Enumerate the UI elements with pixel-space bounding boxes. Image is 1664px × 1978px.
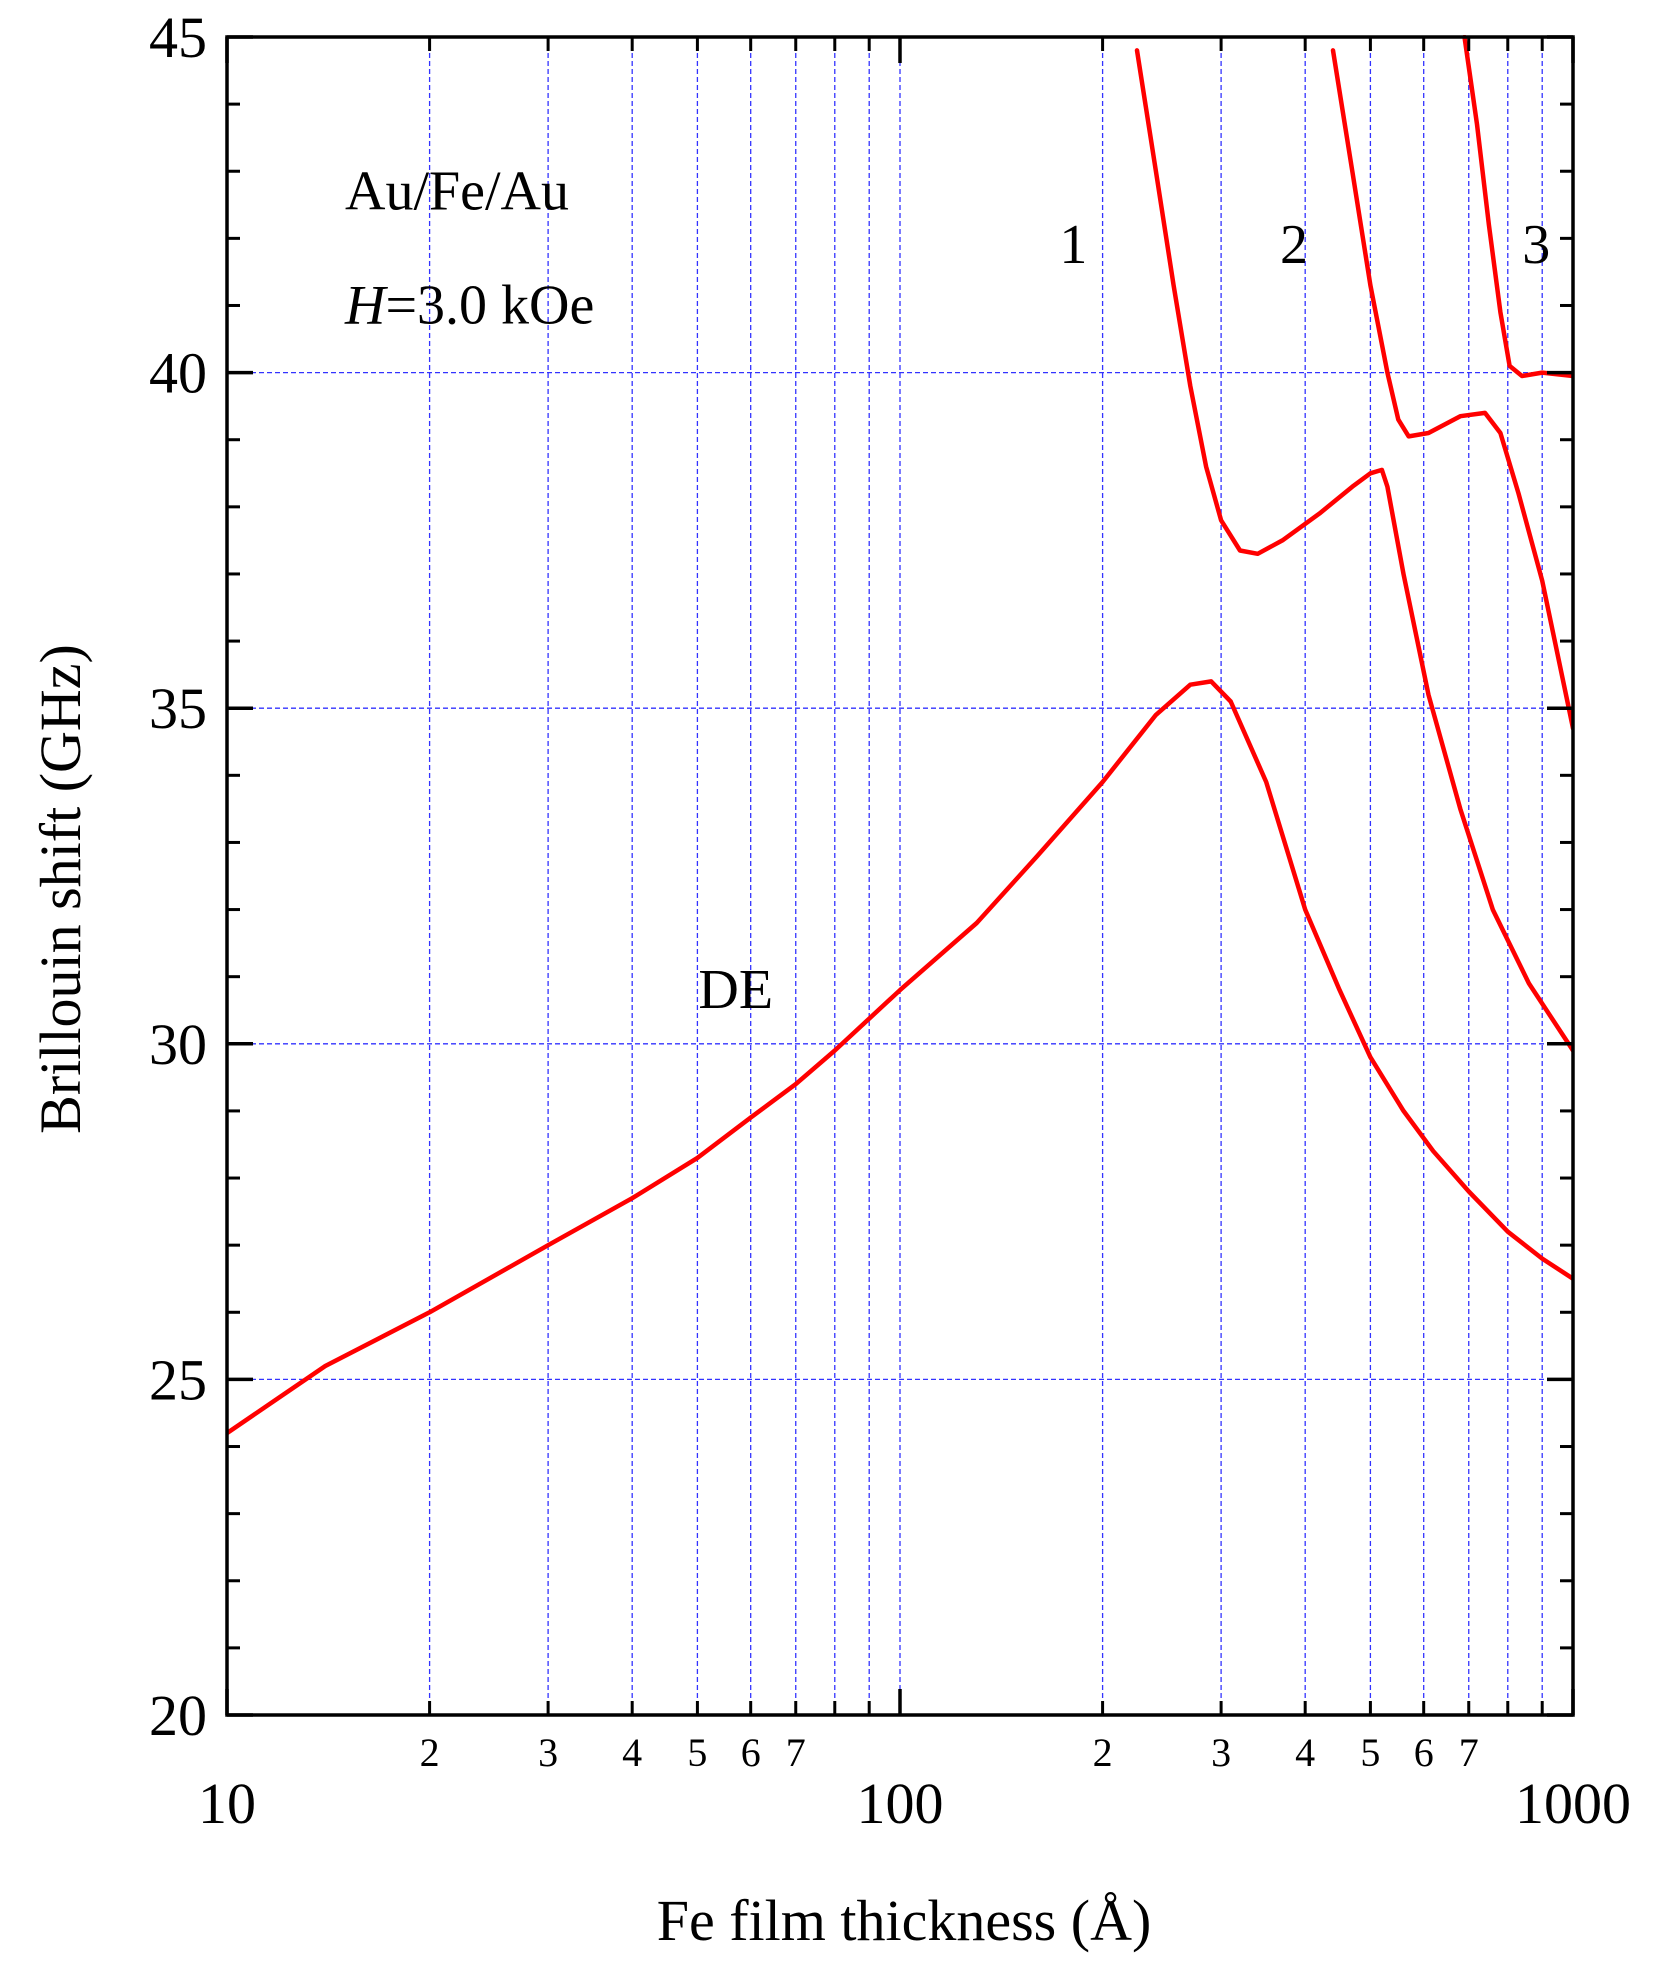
annotation-text: 3: [1522, 214, 1550, 276]
x-major-tick-label: 1000: [1515, 1771, 1631, 1836]
annotation-label: 3: [1522, 214, 1550, 276]
x-minor-tick-label: 6: [741, 1730, 761, 1775]
x-minor-tick-label: 4: [1295, 1730, 1315, 1775]
x-minor-tick-label: 5: [1360, 1730, 1380, 1775]
annotation-text: =3.0 kOe: [385, 274, 594, 336]
y-tick-label: 25: [149, 1347, 207, 1412]
annotation-text: DE: [698, 959, 773, 1021]
annotation-text: H: [344, 274, 388, 336]
grid-layer: [227, 37, 1573, 1715]
x-minor-tick-label: 3: [538, 1730, 558, 1775]
x-major-tick-label: 100: [857, 1771, 944, 1836]
x-minor-tick-label: 4: [622, 1730, 642, 1775]
axes-layer: [225, 35, 1575, 1717]
x-axis-title: Fe film thickness (Å): [657, 1888, 1152, 1953]
series-line-2: [1134, 48, 1573, 1053]
x-minor-tick-label: 3: [1211, 1730, 1231, 1775]
x-minor-tick-label: 6: [1414, 1730, 1434, 1775]
series-line-3: [1330, 48, 1573, 731]
x-minor-tick-label: 7: [786, 1730, 806, 1775]
annotation-label: H=3.0 kOe: [344, 274, 594, 336]
y-tick-label: 30: [149, 1012, 207, 1077]
y-tick-label: 45: [149, 5, 207, 70]
annotation-label: 1: [1059, 214, 1087, 276]
annotations-layer: Au/Fe/Au H=3.0 kOe 1 2 3 DE: [344, 160, 1550, 1021]
series-layer: [227, 35, 1573, 1436]
x-minor-tick-label: 2: [420, 1730, 440, 1775]
y-tick-label: 20: [149, 1683, 207, 1748]
x-minor-tick-label: 5: [687, 1730, 707, 1775]
annotation-label: 2: [1280, 214, 1308, 276]
series-line-1: [227, 679, 1573, 1436]
annotation-text: Au/Fe/Au: [345, 160, 569, 222]
x-minor-tick-label: 7: [1459, 1730, 1479, 1775]
x-minor-tick-label: 2: [1093, 1730, 1113, 1775]
annotation-label: DE: [698, 959, 773, 1021]
y-axis-title: Brillouin shift (GHz): [28, 644, 93, 1134]
annotation-text: 2: [1280, 214, 1308, 276]
y-tick-label: 35: [149, 676, 207, 741]
series-line-4: [1462, 35, 1573, 379]
annotation-label: Au/Fe/Au: [345, 160, 569, 222]
y-tick-label: 40: [149, 341, 207, 406]
x-major-tick-label: 10: [198, 1771, 256, 1836]
annotation-text: 1: [1059, 214, 1087, 276]
